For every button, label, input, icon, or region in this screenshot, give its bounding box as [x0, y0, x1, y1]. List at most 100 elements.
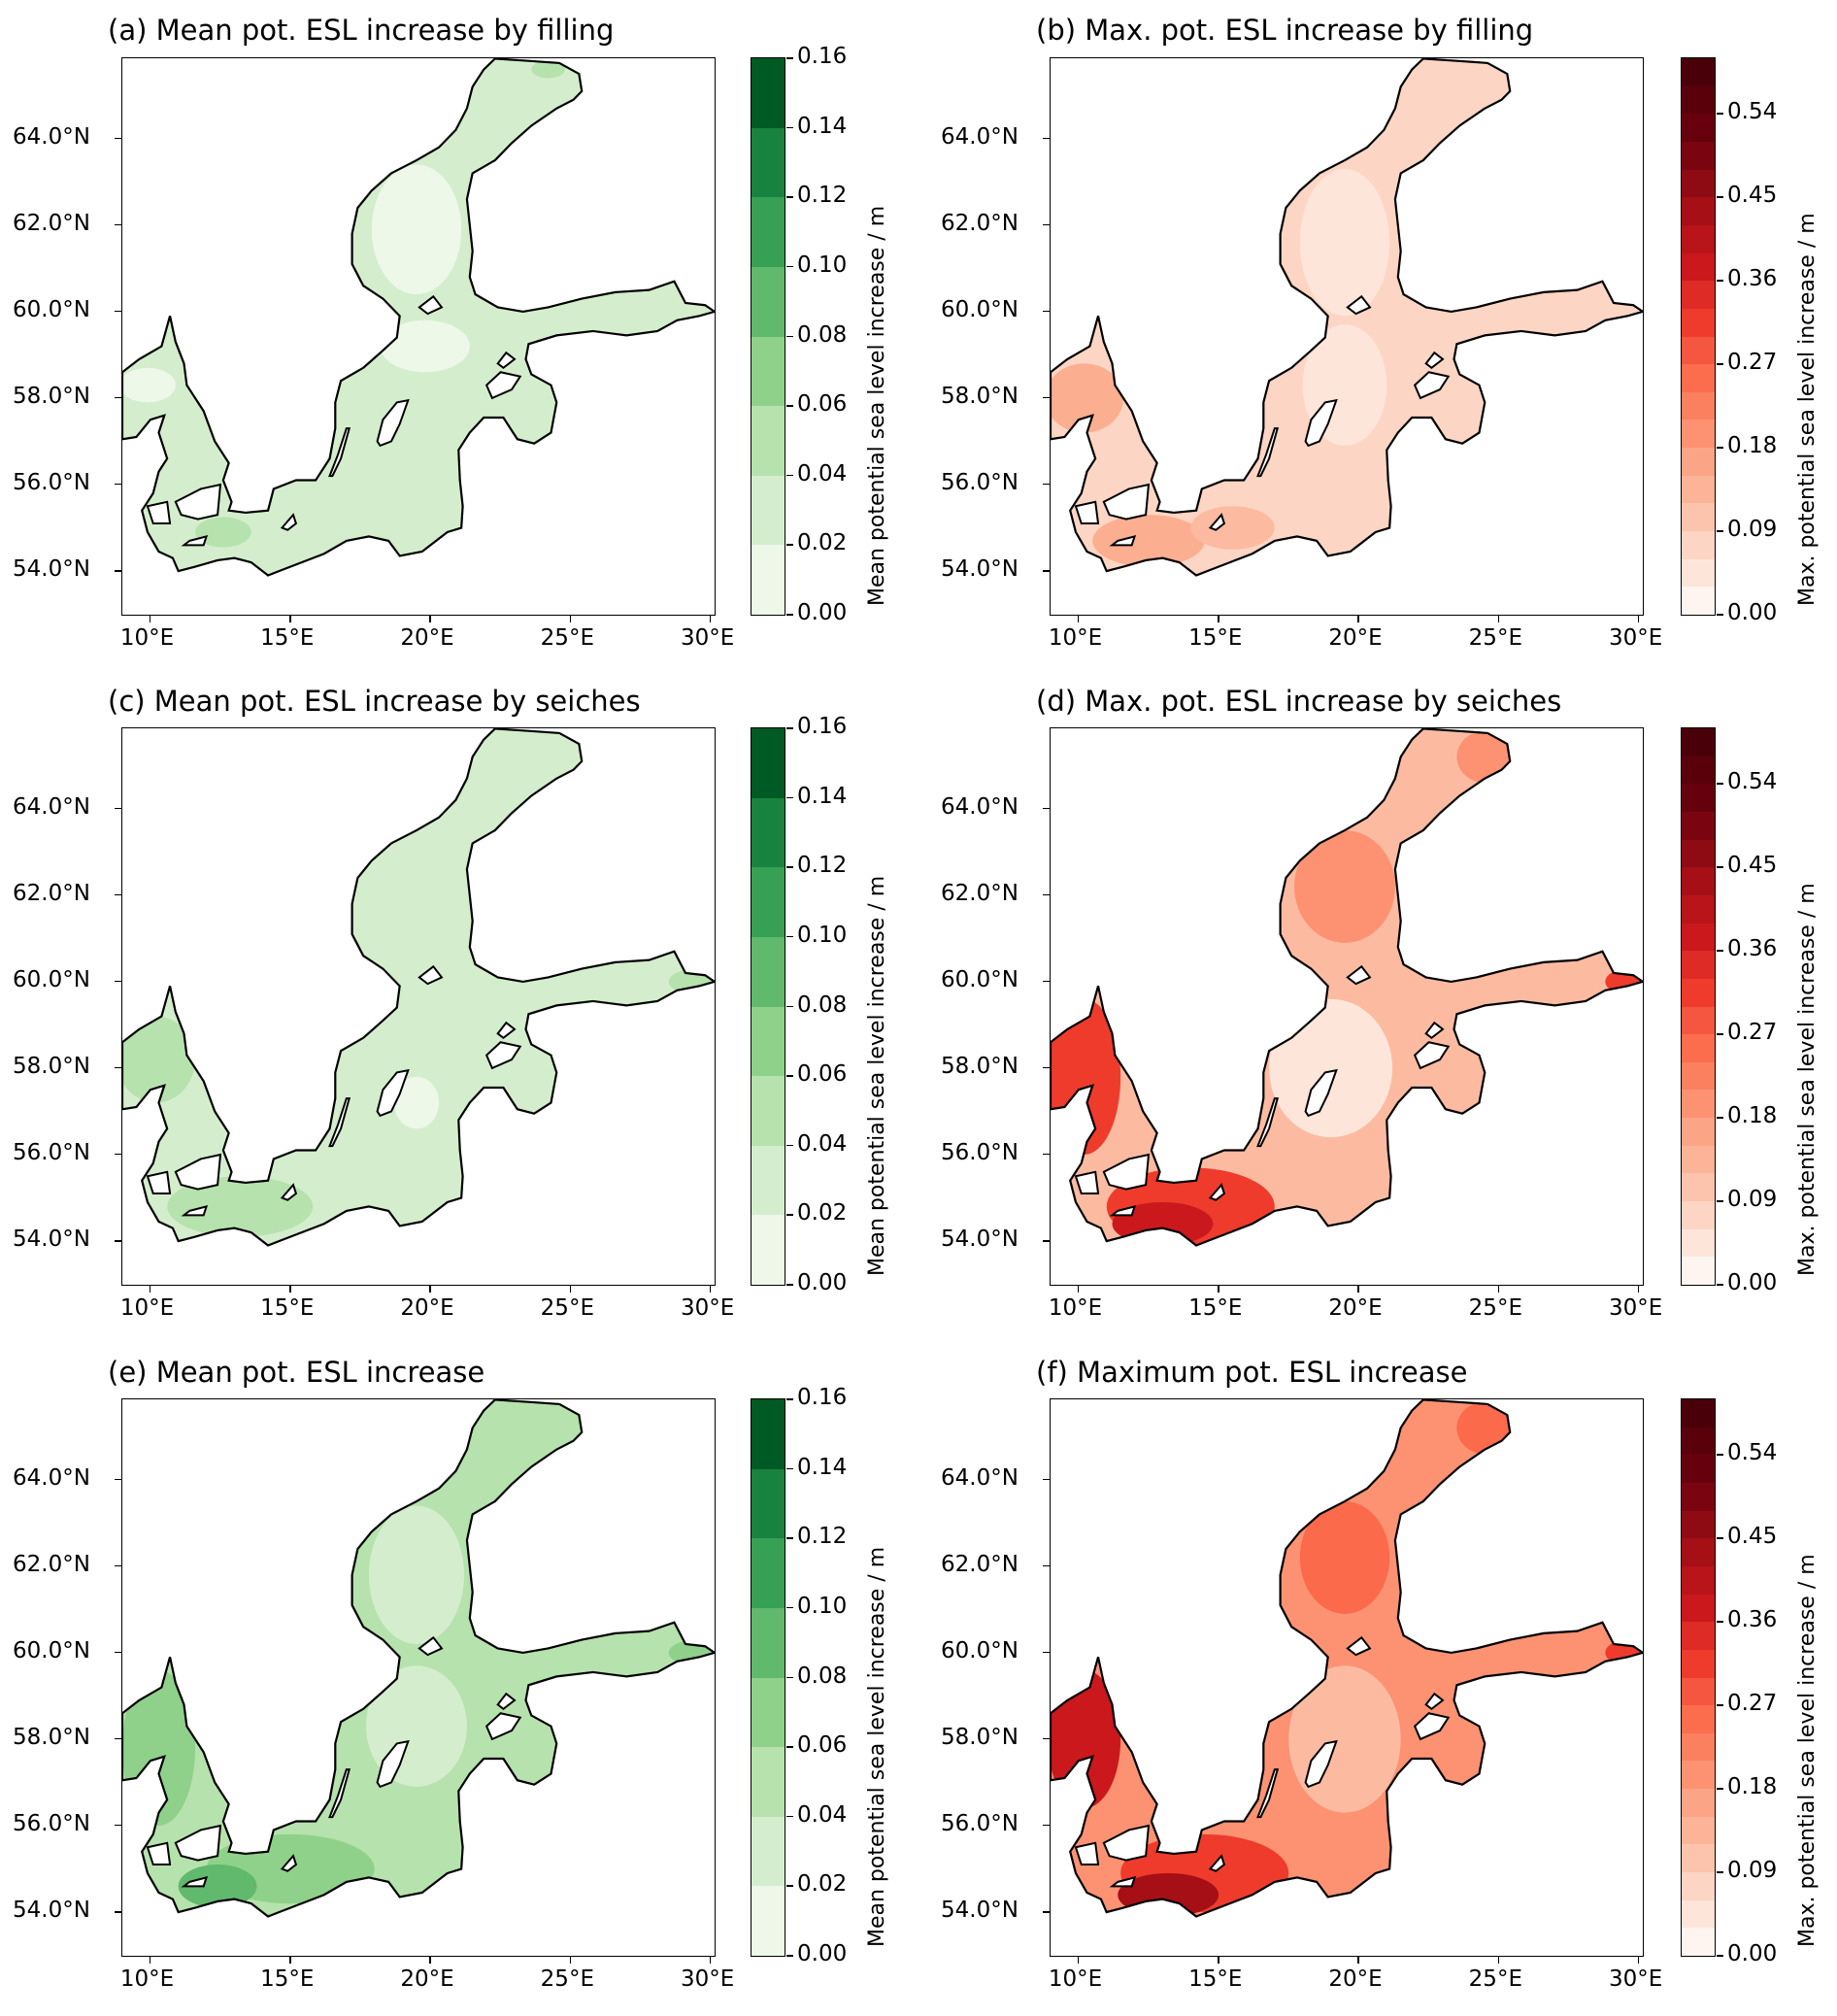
x-tick-mark: [429, 616, 431, 622]
colorbar-tick-label: 0.06: [797, 1732, 848, 1759]
sea-field: [122, 1399, 715, 1917]
island: [328, 1768, 351, 1819]
island: [1346, 1635, 1372, 1657]
island: [1413, 371, 1451, 400]
y-tick-label: 60.0°N: [941, 966, 1019, 992]
colorbar-tick-mark: [786, 474, 793, 477]
y-tick-label: 60.0°N: [941, 296, 1019, 322]
colorbar-level: [752, 544, 785, 615]
colorbar-level: [1682, 224, 1715, 253]
value-region: [1051, 363, 1124, 433]
x-tick-label: 20°E: [400, 1966, 454, 1992]
map-axes-a: [121, 57, 716, 616]
y-tick-label: 58.0°N: [13, 1053, 90, 1079]
colorbar-tick-label: 0.27: [1727, 1020, 1778, 1046]
colorbar-level: [1682, 1927, 1715, 1956]
colorbar-tick-label: 0.18: [1727, 1103, 1778, 1129]
x-tick-mark: [1218, 1286, 1219, 1293]
colorbar-level: [1682, 1565, 1715, 1595]
x-tick-label: 20°E: [400, 625, 454, 651]
colorbar-tick-mark: [1717, 1200, 1723, 1202]
colorbar-tick-mark: [786, 1606, 793, 1609]
x-tick-label: 30°E: [680, 1295, 735, 1321]
y-tick-label: 58.0°N: [941, 383, 1019, 409]
value-region: [122, 1016, 196, 1103]
colorbar-level: [1682, 1704, 1715, 1733]
colorbar-tick-mark: [1717, 1284, 1723, 1286]
sea-field: [122, 58, 715, 576]
colorbar-level: [1682, 783, 1715, 812]
colorbar-tick-label: 0.00: [1727, 1941, 1778, 1966]
island: [1102, 1824, 1151, 1862]
colorbar-tick-label: 0.02: [797, 1200, 848, 1226]
colorbar-tick-label: 0.12: [797, 1524, 848, 1550]
y-tick-mark: [1043, 1478, 1050, 1481]
y-tick-label: 54.0°N: [941, 1898, 1019, 1924]
baltic-sea-map: [122, 58, 715, 577]
island: [1109, 1875, 1137, 1888]
x-tick-mark: [1357, 1286, 1359, 1293]
y-tick-mark: [1043, 570, 1050, 572]
colorbar-level: [1682, 1427, 1715, 1456]
colorbar-level: [1682, 1594, 1715, 1623]
island: [1256, 1097, 1280, 1148]
colorbar-tick-mark: [786, 335, 793, 337]
y-tick-mark: [115, 570, 121, 572]
x-tick-mark: [569, 616, 572, 622]
colorbar-tick-mark: [1717, 196, 1723, 198]
x-tick-mark: [149, 1286, 151, 1293]
colorbar-level: [1682, 280, 1715, 309]
x-tick-mark: [709, 616, 712, 622]
x-tick-label: 15°E: [260, 1966, 315, 1992]
colorbar-b: [1681, 57, 1716, 616]
colorbar-level: [1682, 1537, 1715, 1566]
colorbar-d: [1681, 727, 1716, 1286]
y-tick-mark: [115, 1564, 121, 1567]
value-region: [1051, 1669, 1121, 1809]
y-tick-label: 60.0°N: [13, 1637, 90, 1663]
colorbar-tick-mark: [786, 1467, 793, 1470]
y-tick-label: 62.0°N: [13, 210, 90, 236]
island: [1346, 964, 1372, 986]
value-region: [1190, 506, 1275, 550]
value-region: [1288, 1665, 1401, 1813]
colorbar-level: [752, 1075, 785, 1146]
colorbar-tick-label: 0.12: [797, 853, 848, 879]
colorbar-level: [1682, 308, 1715, 337]
island: [1102, 1153, 1151, 1191]
y-tick-label: 64.0°N: [13, 793, 90, 820]
colorbar-tick-mark: [786, 544, 793, 546]
colorbar-tick-mark: [786, 614, 793, 616]
x-tick-label: 15°E: [260, 625, 315, 651]
colorbar-tick-mark: [1717, 280, 1723, 282]
colorbar-level: [752, 1816, 785, 1887]
x-tick-mark: [1497, 616, 1500, 622]
colorbar-level: [752, 1607, 785, 1678]
colorbar-tick-label: 0.27: [1727, 350, 1778, 376]
y-tick-label: 56.0°N: [941, 1810, 1019, 1836]
colorbar-level: [1682, 336, 1715, 365]
colorbar-level: [1682, 978, 1715, 1007]
colorbar-level: [1682, 141, 1715, 170]
baltic-sea-map: [122, 728, 715, 1247]
x-tick-label: 10°E: [1048, 625, 1103, 651]
colorbar-tick-label: 0.02: [797, 1871, 848, 1898]
colorbar-level: [1682, 1145, 1715, 1174]
colorbar-tick-label: 0.09: [1727, 1858, 1778, 1884]
colorbar-tick-label: 0.09: [1727, 1187, 1778, 1213]
colorbar-level: [752, 405, 785, 476]
island: [146, 500, 172, 525]
colorbar-level: [1682, 363, 1715, 392]
colorbar-tick-mark: [1717, 1955, 1723, 1957]
island: [1208, 513, 1226, 531]
island: [146, 1841, 172, 1866]
x-tick-label: 15°E: [1188, 1295, 1243, 1321]
colorbar-tick-mark: [786, 796, 793, 799]
island: [1208, 1854, 1226, 1872]
panel-title-e: (e) Mean pot. ESL increase: [108, 1356, 485, 1389]
colorbar-tick-label: 0.54: [1727, 1440, 1778, 1466]
y-tick-mark: [1043, 1911, 1050, 1913]
colorbar-tick-mark: [786, 1398, 793, 1400]
x-tick-mark: [1497, 1286, 1500, 1293]
x-tick-mark: [429, 1286, 431, 1293]
